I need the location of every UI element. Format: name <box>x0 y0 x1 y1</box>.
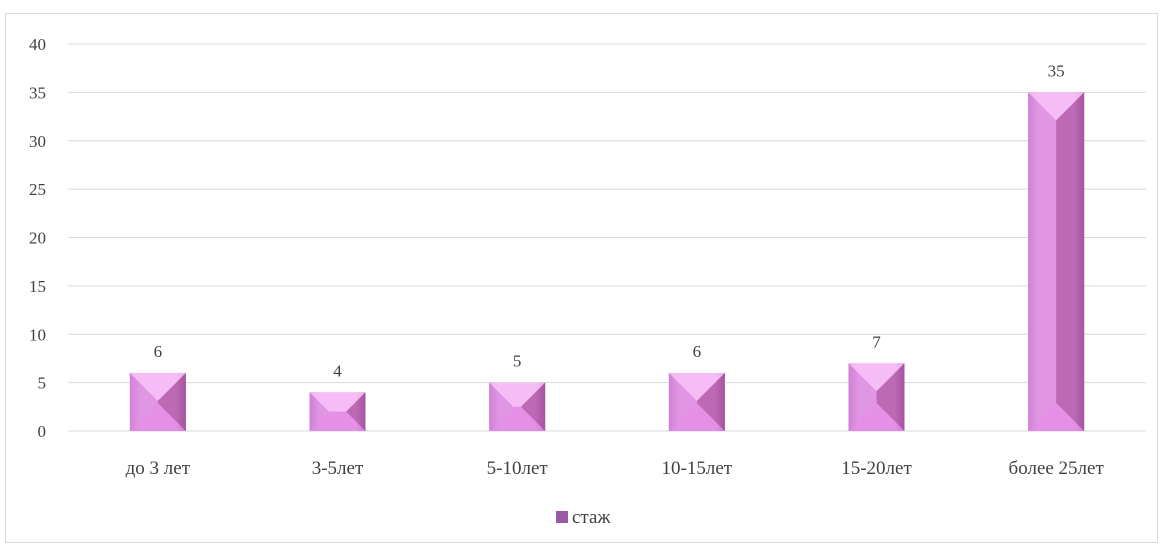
y-tick-label-10: 10 <box>29 325 46 344</box>
y-tick-label-30: 30 <box>29 132 46 151</box>
bar-bevel-right-1 <box>346 392 366 431</box>
bar-bevel-bottom-0 <box>129 403 186 431</box>
y-tick-label-35: 35 <box>29 83 46 102</box>
x-tick-label-3: 10-15лет <box>662 458 733 479</box>
bar-bevel-top-3 <box>668 372 725 401</box>
chart-frame <box>5 13 1158 543</box>
legend-swatch-stazh <box>556 511 568 523</box>
bar-bevel-bottom-1 <box>309 411 366 431</box>
x-tick-label-2: 5-10лет <box>487 458 549 479</box>
bar-3 <box>668 372 725 431</box>
data-label-2: 5 <box>513 352 522 371</box>
bar-0 <box>129 372 186 431</box>
y-tick-label-0: 0 <box>38 422 47 441</box>
bar-bevel-right-5 <box>1056 92 1085 431</box>
bar-1 <box>309 392 366 431</box>
bars <box>129 92 1085 431</box>
bar-bevel-bottom-4 <box>848 403 905 431</box>
x-tick-label-5: более 25лет <box>1009 458 1105 479</box>
legend: стаж <box>556 507 611 528</box>
bar-bevel-left-1 <box>309 392 329 431</box>
x-axis-ticks: до 3 лет 3-5лет 5-10лет 10-15лет 15-20лет бол… <box>126 458 1105 479</box>
bar-2 <box>489 382 546 431</box>
data-labels: 6 4 5 6 7 35 <box>154 61 1065 380</box>
data-label-0: 6 <box>154 342 163 361</box>
bar-4 <box>848 363 905 431</box>
bar-bevel-bottom-3 <box>668 403 725 431</box>
y-tick-label-25: 25 <box>29 180 46 199</box>
bar-bevel-left-4 <box>848 363 877 431</box>
bar-bevel-right-0 <box>157 372 186 431</box>
bar-5 <box>1028 92 1085 431</box>
bar-bevel-bottom-5 <box>1028 403 1085 431</box>
data-label-5: 35 <box>1048 61 1065 80</box>
x-tick-label-1: 3-5лет <box>312 458 364 479</box>
bar-bevel-top-1 <box>309 392 366 412</box>
legend-label-stazh: стаж <box>572 507 611 528</box>
data-label-1: 4 <box>333 361 342 380</box>
y-axis-ticks: 0 5 10 15 20 25 30 35 40 <box>29 35 46 441</box>
bar-bevel-top-5 <box>1028 92 1085 121</box>
y-tick-label-40: 40 <box>29 35 46 54</box>
bar-bevel-top-4 <box>848 363 905 392</box>
bar-bevel-left-3 <box>668 372 697 431</box>
x-tick-label-0: до 3 лет <box>126 458 191 479</box>
y-tick-label-15: 15 <box>29 277 46 296</box>
bar-bevel-left-2 <box>489 382 514 431</box>
y-tick-label-20: 20 <box>29 229 46 248</box>
bar-bevel-left-5 <box>1028 92 1057 431</box>
x-tick-label-4: 15-20лет <box>841 458 912 479</box>
bar-bevel-right-3 <box>696 372 725 431</box>
bar-bevel-top-2 <box>489 382 546 407</box>
gridlines <box>68 43 1146 432</box>
bar-bevel-bottom-2 <box>489 406 546 431</box>
bar-bevel-right-4 <box>876 363 905 431</box>
bar-bevel-left-0 <box>129 372 158 431</box>
y-tick-label-5: 5 <box>38 374 47 393</box>
bar-bevel-right-2 <box>521 382 546 431</box>
data-label-4: 7 <box>872 332 881 351</box>
data-label-3: 6 <box>693 342 702 361</box>
bar-bevel-top-0 <box>129 372 186 401</box>
